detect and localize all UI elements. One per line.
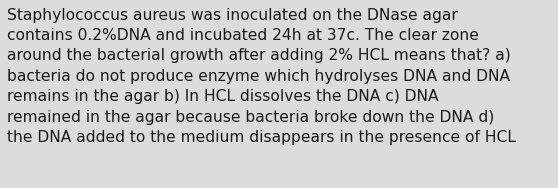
Text: Staphylococcus aureus was inoculated on the DNase agar
contains 0.2%DNA and incu: Staphylococcus aureus was inoculated on … [7, 8, 516, 145]
